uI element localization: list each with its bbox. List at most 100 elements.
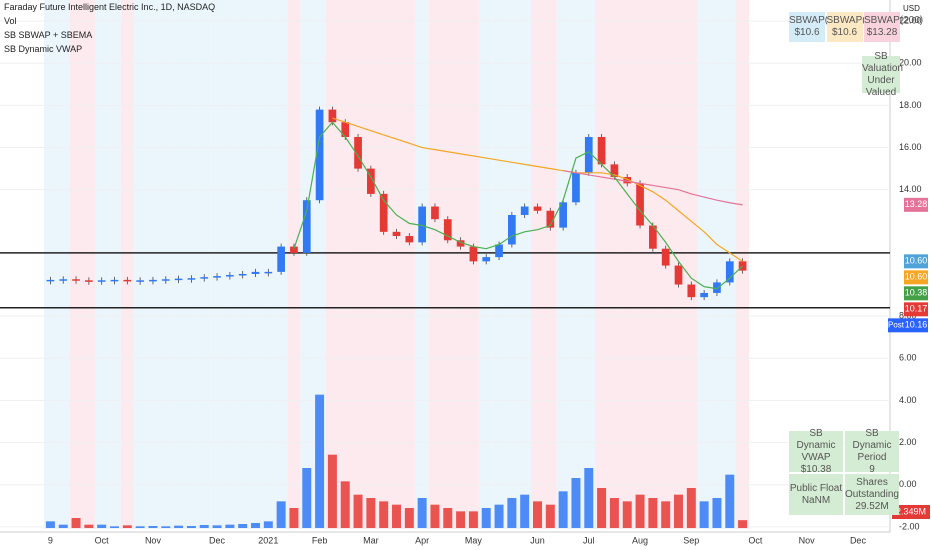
shade-band [684, 0, 698, 529]
candle [123, 279, 132, 282]
price-label-bg [904, 254, 928, 269]
y-tick-label: 2.00 [899, 437, 917, 447]
cell-value: 29.52M [855, 500, 889, 512]
candle [290, 246, 298, 253]
volume-bar [276, 501, 286, 528]
candle [584, 136, 593, 173]
volume-bar [558, 491, 568, 528]
info-label: SBWAP(50) [826, 15, 881, 26]
y-tick-label: 18.00 [899, 100, 922, 110]
price-label-bg [904, 286, 928, 301]
volume-bar [97, 524, 107, 528]
candle [610, 164, 619, 178]
candle [328, 109, 337, 123]
price-label-bg [904, 270, 928, 285]
x-tick-label: Mar [363, 535, 379, 545]
cell-label: Shares Outstanding [845, 476, 899, 500]
shade-band [531, 0, 544, 529]
shade-band [133, 0, 147, 529]
volume-bar [584, 468, 594, 528]
x-tick-label: Nov [145, 535, 162, 545]
info-value: $13.28 [866, 27, 898, 38]
shade-band [120, 0, 134, 529]
volume-bar [443, 508, 453, 528]
volume-bar [661, 501, 671, 528]
volume-bar [315, 394, 325, 528]
session-tag: Post [888, 320, 905, 329]
shade-band [377, 0, 391, 529]
x-tick-label: Dec [850, 535, 867, 545]
volume-bar [199, 525, 209, 528]
candle [661, 248, 670, 266]
volume-bar [725, 474, 735, 528]
shade-band [159, 0, 173, 529]
info-box: SBWAP(50) $10.6 [826, 12, 881, 42]
candle [367, 168, 375, 194]
x-tick-label: 9 [48, 535, 53, 545]
shade-band [595, 0, 608, 529]
y-tick-label: 4.00 [899, 395, 917, 405]
candle [174, 278, 183, 281]
table-cell: SB Dynamic VWAP $10.38 [789, 428, 843, 475]
volume-bar [379, 501, 389, 528]
volume-bar [699, 501, 709, 528]
shade-band [210, 0, 224, 529]
candle [597, 136, 606, 165]
cell-label: SB Dynamic Period [852, 427, 892, 463]
indicator-line [293, 121, 744, 290]
x-tick-label: Oct [95, 535, 110, 545]
currency: USD [903, 4, 920, 13]
shade-band [697, 0, 711, 529]
candle [546, 210, 555, 228]
shade-band [467, 0, 480, 529]
shade-band [69, 0, 83, 529]
volume-bar [494, 504, 504, 528]
shade-band [608, 0, 621, 529]
shade-band [556, 0, 570, 529]
shade-band [582, 0, 596, 529]
shade-band [185, 0, 198, 529]
candle [649, 225, 657, 249]
price-label: 10.60 [905, 272, 928, 282]
price-label-bg [904, 318, 928, 333]
candle [443, 219, 452, 241]
info-label: SBWAP(200) [864, 15, 924, 26]
x-tick-label: May [465, 535, 483, 545]
y-tick-label: 6.00 [899, 353, 917, 363]
candle [379, 193, 388, 232]
volume-label: 2.349M [896, 506, 926, 516]
shade-band [326, 0, 339, 529]
candle [97, 280, 106, 282]
candle [200, 277, 209, 279]
candle [559, 202, 567, 228]
volume-bar [545, 504, 555, 528]
x-tick-label: Feb [312, 535, 328, 545]
volume-bar [674, 494, 683, 528]
shade-band [710, 0, 724, 529]
y-tick-label: 20.00 [899, 58, 922, 68]
candle [623, 177, 632, 184]
x-tick-label: Oct [748, 535, 763, 545]
x-tick-label: Jun [530, 535, 545, 545]
indicator-name: Vol [4, 16, 17, 26]
volume-bar [71, 518, 81, 528]
volume-bar [186, 526, 196, 528]
volume-bar [635, 494, 645, 528]
volume-bar [174, 525, 184, 528]
candle [674, 265, 683, 285]
volume-bar [302, 468, 312, 528]
shade-band [633, 0, 647, 529]
shade-band [364, 0, 378, 529]
volume-bar [520, 494, 530, 528]
price-label: 10.16 [905, 320, 928, 330]
background-shading [44, 0, 749, 529]
price-label-bg [904, 302, 928, 317]
x-tick-label: Nov [799, 535, 816, 545]
volume-bar [686, 488, 696, 528]
table-cell: SB Dynamic Period 9 [845, 427, 899, 475]
volume-label-bg [892, 505, 930, 519]
volume-bar [148, 526, 158, 528]
shade-band [249, 0, 262, 529]
indicator-line [563, 170, 743, 206]
